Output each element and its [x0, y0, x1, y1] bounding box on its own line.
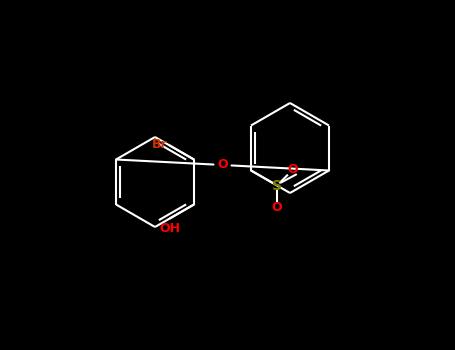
Text: O: O [217, 159, 228, 172]
Text: O: O [288, 163, 298, 176]
Text: OH: OH [159, 222, 180, 235]
Text: Br: Br [152, 138, 168, 151]
Text: S: S [272, 178, 282, 192]
Text: O: O [272, 201, 282, 214]
